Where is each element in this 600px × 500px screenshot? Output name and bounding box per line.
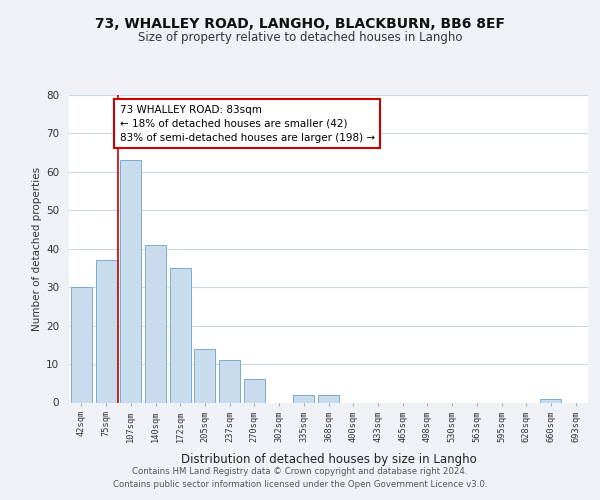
Bar: [71, 287, 92, 403]
Bar: [170, 268, 191, 402]
Bar: [95, 260, 116, 402]
Text: Contains HM Land Registry data © Crown copyright and database right 2024.: Contains HM Land Registry data © Crown c…: [132, 467, 468, 476]
Bar: [541, 398, 562, 402]
Text: 73, WHALLEY ROAD, LANGHO, BLACKBURN, BB6 8EF: 73, WHALLEY ROAD, LANGHO, BLACKBURN, BB6…: [95, 18, 505, 32]
Y-axis label: Number of detached properties: Number of detached properties: [32, 166, 42, 331]
Bar: [318, 395, 339, 402]
Bar: [293, 395, 314, 402]
Bar: [194, 348, 215, 403]
Text: Contains public sector information licensed under the Open Government Licence v3: Contains public sector information licen…: [113, 480, 487, 489]
Bar: [145, 245, 166, 402]
Bar: [244, 380, 265, 402]
Bar: [219, 360, 240, 403]
Bar: [120, 160, 141, 402]
X-axis label: Distribution of detached houses by size in Langho: Distribution of detached houses by size …: [181, 453, 476, 466]
Text: 73 WHALLEY ROAD: 83sqm
← 18% of detached houses are smaller (42)
83% of semi-det: 73 WHALLEY ROAD: 83sqm ← 18% of detached…: [119, 104, 375, 142]
Text: Size of property relative to detached houses in Langho: Size of property relative to detached ho…: [138, 31, 462, 44]
